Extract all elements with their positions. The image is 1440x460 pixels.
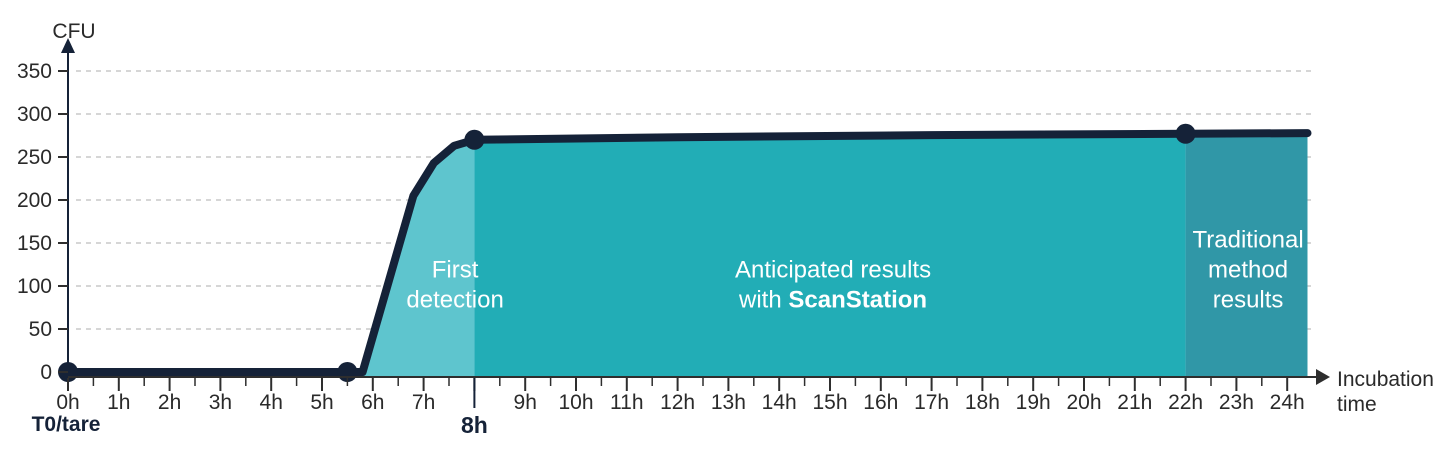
y-axis-title: CFU [52,20,95,43]
x-axis-arrow-icon [1316,369,1330,385]
x-tick-label-21h: 21h [1117,391,1152,414]
x-tick-label-19h: 19h [1016,391,1051,414]
y-tick-label-350: 350 [17,60,52,83]
x-tick-label-7h: 7h [412,391,435,414]
region-label-traditional-results-line1: Traditional [1192,227,1303,254]
x-tick-label-10h: 10h [558,391,593,414]
x-axis: 0h 1h 2h 3h 4h 5h 6h 7h 8h 9h 10h 11h 12h 13h 14h 15h 16… [32,368,1434,438]
x-tick-label-20h: 20h [1066,391,1101,414]
x-tick-label-17h: 17h [914,391,949,414]
y-tick-label-0: 0 [40,361,52,384]
x-tick-label-5h: 5h [310,391,333,414]
x-axis-title-line1: Incubation [1337,368,1434,391]
y-tick-label-250: 250 [17,146,52,169]
x-tick-label-2h: 2h [158,391,181,414]
x-tick-label-6h: 6h [361,391,384,414]
x-tick-label-11h: 11h [610,391,643,414]
x-tick-label-16h: 16h [863,391,898,414]
y-tick-label-50: 50 [29,318,52,341]
x-tick-label-12h: 12h [660,391,695,414]
x-tick-label-4h: 4h [260,391,283,414]
series-line [64,129,1312,376]
region-fill-traditional-results [1185,133,1308,377]
x-tick-label-15h: 15h [812,391,847,414]
y-axis-arrow-icon [61,38,75,53]
region-labels: First detection Anticipated results with Sc… [406,227,1303,314]
x-tick-label-0h: 0h [56,391,79,414]
region-label-first-detection-line2: detection [406,286,503,313]
region-label-scanstation-results-line2: with ScanStation [738,286,927,313]
x-axis-title-line2: time [1337,393,1377,416]
region-label-traditional-results-line2: method [1208,257,1288,284]
region-label-scanstation-results-line1: Anticipated results [735,256,931,283]
data-point-marker-8h [464,129,485,150]
x-tick-label-9h: 9h [514,391,537,414]
x-tick-label-13h: 13h [711,391,746,414]
x-tick-label-23h: 23h [1219,391,1254,414]
y-tick-label-300: 300 [17,103,52,126]
region-fill-scanstation-results [474,133,1186,377]
highlight-tick-label: 8h [461,412,488,438]
y-tick-label-200: 200 [17,189,52,212]
x-tick-label-22h: 22h [1168,391,1203,414]
region-fills [68,133,1308,377]
x-tick-label-14h: 14h [762,391,797,414]
x-tick-label-18h: 18h [965,391,1000,414]
origin-label: T0/tare [32,413,101,436]
x-tick-label-3h: 3h [209,391,232,414]
x-tick-label-1h: 1h [107,391,130,414]
x-tick-label-24h: 24h [1270,391,1305,414]
data-point-marker-22h [1175,123,1196,144]
y-tick-label-150: 150 [17,232,52,255]
region-label-traditional-results-line3: results [1213,287,1284,314]
region-label-first-detection-line1: First [432,256,479,283]
y-tick-label-100: 100 [17,275,52,298]
